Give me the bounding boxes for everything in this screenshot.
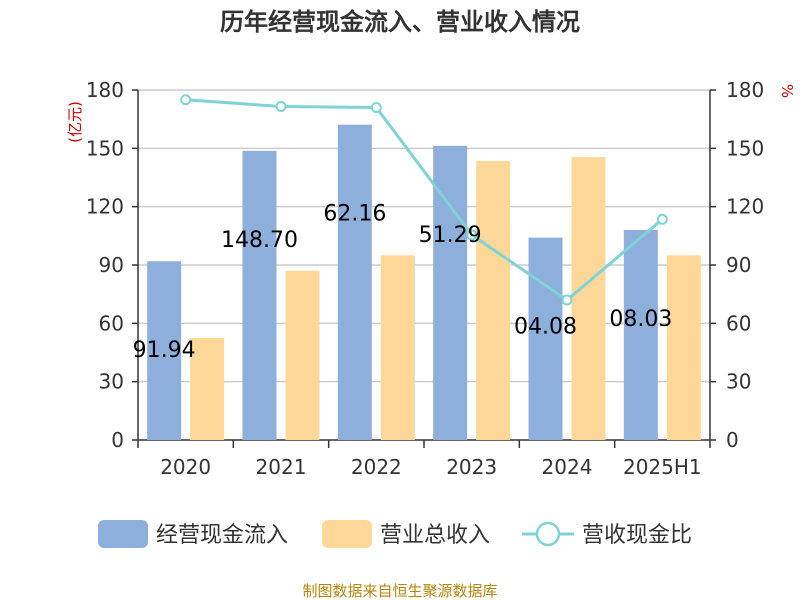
line-series-layer <box>180 94 668 306</box>
bar-series-layer <box>147 124 701 441</box>
right-axis-unit: % <box>778 84 796 98</box>
line-point <box>275 101 287 113</box>
line-cash-ratio <box>185 98 664 302</box>
axes: 0 30 60 90 120 150 180 0 30 60 90 120 150 180 2020 2021… <box>86 78 764 479</box>
chart-title: 历年经营现金流入、营业收入情况 <box>220 8 580 36</box>
line-point <box>561 294 573 306</box>
left-axis-unit: (亿元) <box>66 101 84 143</box>
right-tick-label: 90 <box>726 253 751 277</box>
bar-revenue <box>666 255 701 440</box>
bar-revenue <box>190 337 225 440</box>
right-tick-label: 120 <box>726 195 764 219</box>
bar-cash-inflow <box>337 124 372 440</box>
legend-swatch <box>98 520 148 548</box>
left-tick-label: 60 <box>99 311 124 335</box>
legend: 经营现金流入 营业总收入 营收现金比 <box>98 520 692 548</box>
source-note: 制图数据来自恒生聚源数据库 <box>302 582 497 600</box>
left-tick-label: 180 <box>86 78 124 102</box>
left-tick-label: 120 <box>86 195 124 219</box>
x-tick-label: 2024 <box>542 455 593 479</box>
bar-cash-inflow <box>623 229 658 440</box>
left-tick-label: 0 <box>111 428 124 452</box>
legend-label: 营收现金比 <box>582 523 692 548</box>
grid-lines <box>138 89 710 383</box>
bar-data-label: 91.94 <box>133 338 196 363</box>
left-tick-label: 150 <box>86 136 124 160</box>
line-point <box>180 94 192 106</box>
bar-data-label: 04.08 <box>514 315 577 340</box>
data-label-layer: 91.94 148.70 62.16 51.29 04.08 08.03 <box>133 202 673 364</box>
right-tick-label: 0 <box>726 428 739 452</box>
x-tick-label: 2022 <box>351 455 402 479</box>
bar-data-label: 51.29 <box>419 223 482 248</box>
bar-revenue <box>476 160 511 440</box>
bar-data-label: 148.70 <box>221 228 298 253</box>
line-point <box>370 102 382 113</box>
legend-line-marker <box>535 521 561 547</box>
x-tick-label: 2023 <box>446 455 497 479</box>
legend-label: 营业总收入 <box>380 523 490 548</box>
x-tick-label: 2020 <box>160 455 211 479</box>
bar-cash-inflow <box>242 150 277 440</box>
bar-revenue <box>380 255 415 440</box>
right-tick-label: 180 <box>726 78 764 102</box>
left-tick-label: 90 <box>99 253 124 277</box>
line-point <box>656 213 668 225</box>
right-tick-label: 60 <box>726 311 751 335</box>
x-tick-label: 2025H1 <box>623 455 702 479</box>
legend-label: 经营现金流入 <box>156 523 288 548</box>
x-tick-label: 2021 <box>256 455 307 479</box>
bar-cash-inflow <box>433 145 468 440</box>
bar-revenue <box>285 270 320 440</box>
right-tick-label: 150 <box>726 136 764 160</box>
legend-swatch <box>322 520 372 548</box>
line-point <box>466 229 478 241</box>
bar-cash-inflow <box>528 237 563 440</box>
bar-data-label: 08.03 <box>609 307 672 332</box>
bar-cash-inflow <box>147 261 182 440</box>
bar-data-label: 62.16 <box>323 202 386 227</box>
left-tick-label: 30 <box>99 370 124 394</box>
right-tick-label: 30 <box>726 370 751 394</box>
bar-revenue <box>571 157 606 441</box>
